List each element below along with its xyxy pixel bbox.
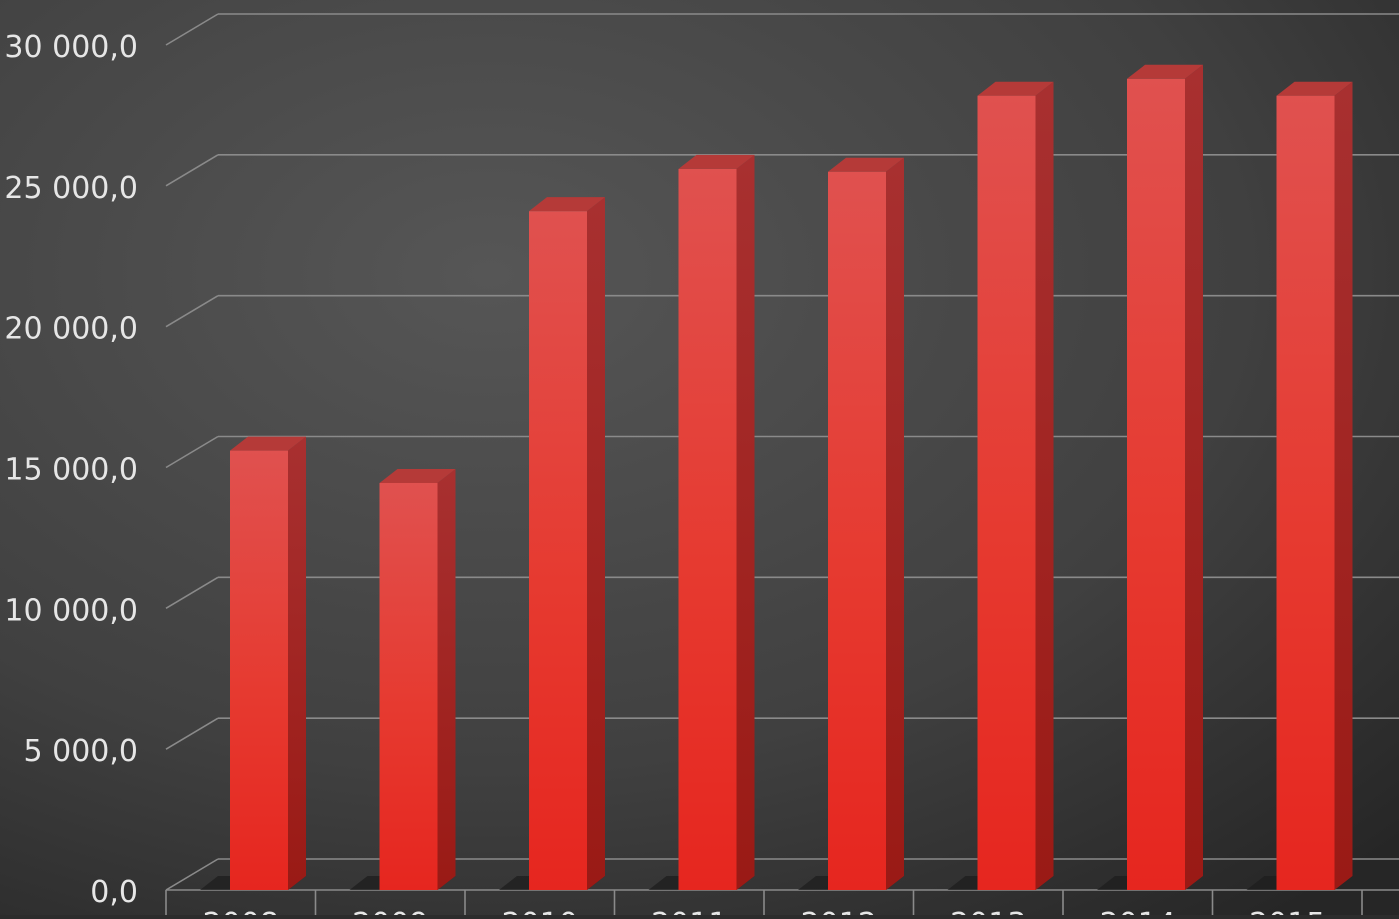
x-tick-label: 2014 [1100, 907, 1176, 915]
bars [200, 64, 1353, 891]
gridline-diagonal [165, 13, 219, 46]
y-tick-label: 0,0 [90, 875, 138, 910]
bar-2009 [349, 468, 456, 890]
bar-side [1334, 81, 1353, 890]
bar-front [1127, 78, 1185, 891]
y-tick-label: 15 000,0 [4, 453, 138, 488]
bar-top [1127, 64, 1203, 79]
bar-side [1035, 81, 1054, 890]
bar-top [828, 157, 904, 172]
x-tick-label: 2011 [651, 907, 727, 915]
bar-side [1185, 64, 1203, 891]
bar-front [1276, 95, 1335, 890]
bar-side [288, 436, 306, 890]
gridline-diagonal [165, 717, 219, 750]
bar-front [379, 482, 438, 890]
y-tick-label: 20 000,0 [4, 312, 138, 347]
bar-front [977, 95, 1036, 890]
bar-2012 [798, 157, 904, 890]
bar-top [379, 468, 456, 483]
bar-top [529, 197, 605, 212]
gridline-diagonal [165, 576, 219, 610]
x-tick-label: 2015 [1249, 907, 1325, 915]
bar-side [736, 154, 755, 890]
bar-side [437, 468, 456, 890]
bar-2011 [648, 154, 755, 890]
y-tick-label: 10 000,0 [4, 593, 138, 628]
bar-front [529, 211, 587, 890]
y-tick-label: 5 000,0 [23, 734, 138, 769]
x-tick-label: 2009 [352, 907, 428, 915]
bar-top [1276, 81, 1353, 96]
bar-2015 [1246, 81, 1353, 890]
gridline-diagonal [165, 154, 219, 187]
x-tick-label: 2008 [203, 907, 279, 915]
gridline-diagonal [165, 435, 219, 469]
bar-2013 [947, 81, 1054, 890]
bar-side [587, 197, 605, 890]
bar-top [977, 81, 1054, 96]
bar-front [230, 450, 288, 890]
x-tick-label: 2010 [502, 907, 578, 915]
bar-side [886, 157, 904, 890]
gridline-diagonal [165, 858, 219, 891]
bar-top [678, 154, 755, 169]
bar-2008 [200, 436, 306, 890]
bar-2010 [499, 197, 605, 890]
x-tick-label: 2013 [950, 907, 1026, 915]
gridline-diagonal [165, 294, 219, 328]
bar-2014 [1097, 64, 1203, 891]
y-tick-label: 30 000,0 [4, 30, 138, 65]
axis-labels: 0,0 5 000,0 10 000,0 15 000,0 20 000,0 25 000… [4, 30, 1325, 919]
bar-front [678, 168, 737, 890]
bar-top [230, 436, 306, 451]
y-tick-label: 25 000,0 [4, 171, 138, 206]
x-tick-label: 2012 [801, 907, 877, 915]
bar-front [828, 171, 886, 890]
